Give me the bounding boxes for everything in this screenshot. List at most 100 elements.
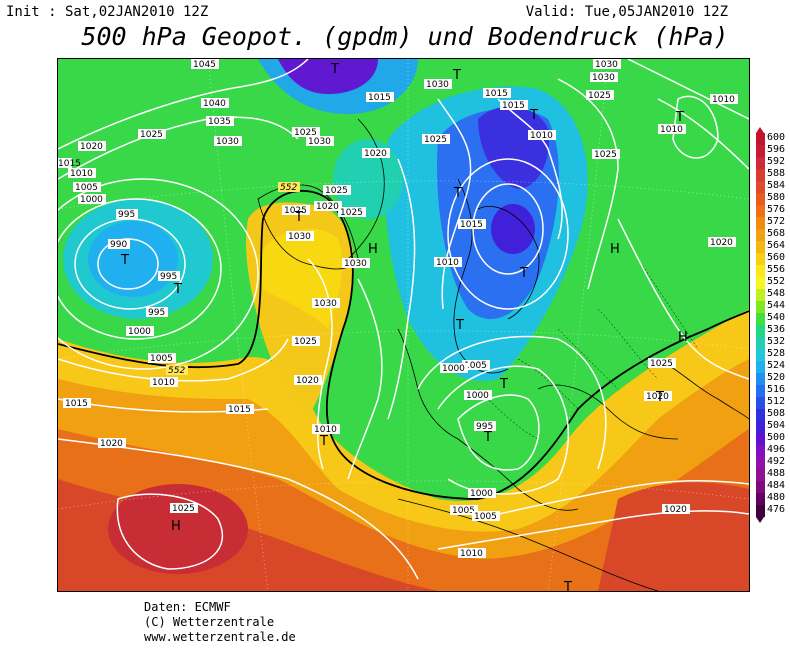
legend-swatch: [756, 205, 765, 217]
isobar-label: 995: [146, 307, 168, 318]
isobar-label: 1000: [126, 326, 154, 337]
low-marker: T: [499, 377, 508, 392]
legend-swatch: [756, 229, 765, 241]
isobar-label: 1025: [323, 185, 351, 196]
isobar-label: 1025: [592, 149, 620, 160]
legend-item: 488: [756, 468, 790, 481]
svg-text:1010: 1010: [660, 125, 683, 135]
isobar-label: 1005: [462, 360, 490, 371]
svg-text:1020: 1020: [710, 238, 733, 248]
isobar-label: 1030: [286, 231, 314, 242]
legend-label: 572: [767, 216, 786, 227]
legend-arrow-top: [756, 127, 764, 133]
legend-item: 476: [756, 504, 790, 517]
isobar-label: 1010: [458, 548, 486, 559]
map-title: 500 hPa Geopot. (gpdm) und Bodendruck (h…: [81, 22, 729, 51]
isobar-label: 1000: [464, 390, 492, 401]
svg-text:1005: 1005: [452, 506, 475, 516]
isobar-label: 1030: [306, 136, 334, 147]
legend-label: 528: [767, 348, 786, 359]
isobar-label: 1025: [422, 134, 450, 145]
legend-label: 516: [767, 384, 786, 395]
svg-text:1020: 1020: [100, 439, 123, 449]
legend-item: 556: [756, 264, 790, 277]
svg-text:1020: 1020: [664, 505, 687, 515]
legend-item: 588: [756, 168, 790, 181]
low-marker: T: [173, 282, 182, 297]
isobar-label: 990: [108, 239, 130, 250]
geopotential-labels: 552 552: [166, 182, 300, 376]
legend-label: 552: [767, 276, 786, 287]
isobar-label: 1040: [201, 98, 229, 109]
legend-swatch: [756, 421, 765, 433]
legend-label: 488: [767, 468, 786, 479]
legend-item: 528: [756, 348, 790, 361]
legend-label: 504: [767, 420, 786, 431]
low-marker: T: [655, 390, 664, 405]
pressure-centers: T T T T T T T T T T T T T T T H H H H: [120, 62, 688, 591]
svg-text:995: 995: [118, 210, 135, 220]
legend-swatch: [756, 265, 765, 277]
legend-label: 492: [767, 456, 786, 467]
legend-swatch: [756, 145, 765, 157]
legend-swatch: [756, 289, 765, 301]
isobar-label: 1010: [710, 94, 738, 105]
high-marker: H: [368, 242, 378, 257]
svg-text:995: 995: [476, 422, 493, 432]
isobar-label: 1025: [292, 336, 320, 347]
low-marker: T: [483, 430, 492, 445]
isobar-label: 1030: [590, 72, 618, 83]
isobar-labels: 1045 1040 1035 1030 1025 1020 1015 1010 …: [58, 59, 738, 559]
isobar-label: 1015: [63, 398, 91, 409]
legend-item: 596: [756, 144, 790, 157]
legend-swatch: [756, 397, 765, 409]
low-marker: T: [519, 266, 528, 281]
legend-label: 592: [767, 156, 786, 167]
svg-text:1005: 1005: [75, 183, 98, 193]
legend-item: 492: [756, 456, 790, 469]
legend-label: 524: [767, 360, 786, 371]
isobar-label: 1045: [191, 59, 219, 70]
legend-label: 496: [767, 444, 786, 455]
legend-label: 584: [767, 180, 786, 191]
legend-label: 520: [767, 372, 786, 383]
legend-label: 560: [767, 252, 786, 263]
isobar-label: 1020: [708, 237, 736, 248]
svg-text:1040: 1040: [203, 99, 226, 109]
legend-item: 584: [756, 180, 790, 193]
borders: [477, 258, 699, 440]
isobar-label: 1025: [586, 90, 614, 101]
credit-data-source: Daten: ECMWF: [144, 600, 231, 614]
isobar-label: 1015: [366, 92, 394, 103]
legend-item: 572: [756, 216, 790, 229]
legend-item: 568: [756, 228, 790, 241]
legend-swatch: [756, 361, 765, 373]
legend-label: 480: [767, 492, 786, 503]
svg-text:1000: 1000: [80, 195, 103, 205]
svg-text:995: 995: [148, 308, 165, 318]
isobar-label: 1030: [312, 298, 340, 309]
svg-text:1020: 1020: [646, 392, 669, 402]
isobar-label: 1035: [206, 116, 234, 127]
legend-item: 540: [756, 312, 790, 325]
legend-label: 540: [767, 312, 786, 323]
isobar-label: 1015: [458, 219, 486, 230]
legend-swatch: [756, 493, 765, 505]
isobar-label: 1000: [468, 488, 496, 499]
svg-text:1025: 1025: [140, 130, 163, 140]
isobar-label: 995: [474, 421, 496, 432]
isobar-label: 1030: [342, 258, 370, 269]
isobar-label: 1020: [294, 375, 322, 386]
legend-swatch: [756, 253, 765, 265]
legend-arrow-bottom: [756, 517, 764, 523]
greenland-pocket: [333, 139, 403, 219]
svg-text:995: 995: [160, 272, 177, 282]
legend-item: 480: [756, 492, 790, 505]
isobar-label: 1010: [658, 124, 686, 135]
isobar-label: 1025: [292, 127, 320, 138]
low-marker: T: [563, 580, 572, 591]
legend-swatch: [756, 133, 765, 145]
isobar-label: 995: [158, 271, 180, 282]
svg-text:1015: 1015: [502, 101, 525, 111]
legend-swatch: [756, 277, 765, 289]
